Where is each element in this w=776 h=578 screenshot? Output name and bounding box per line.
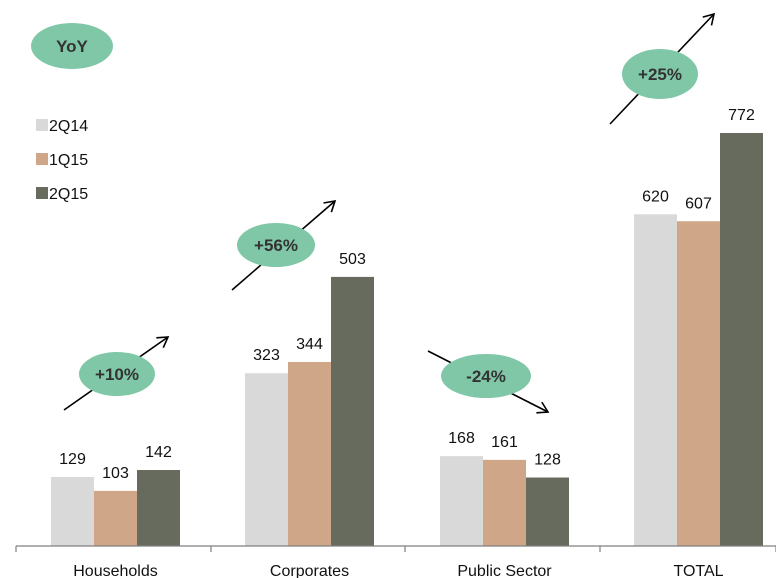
change-badge — [237, 223, 315, 267]
value-label: 142 — [145, 444, 172, 461]
change-badge-label: +56% — [254, 236, 298, 255]
bar-corporates-2q14 — [245, 373, 288, 546]
legend-swatch — [36, 153, 48, 165]
bars-layer — [51, 132, 763, 547]
change-badge-label: -24% — [466, 367, 506, 386]
legend: 2Q14 1Q15 2Q15 — [36, 118, 88, 203]
bar-corporates-1q15 — [288, 361, 331, 546]
bar-households-2q15 — [137, 470, 180, 546]
yoy-badge: YoY — [31, 23, 113, 69]
legend-label: 2Q15 — [49, 186, 88, 203]
change-badge — [79, 352, 155, 396]
bar-public-sector-2q14 — [440, 456, 483, 546]
legend-swatch — [36, 119, 48, 131]
value-label: 607 — [685, 195, 712, 212]
annotations-layer: +10% +56% -24% +25% — [63, 12, 716, 414]
bar-households-1q15 — [94, 490, 137, 546]
yoy-badge-label: YoY — [56, 37, 88, 56]
change-badge — [622, 49, 698, 99]
legend-swatch — [36, 187, 48, 199]
category-label: Corporates — [270, 563, 349, 578]
value-label: 129 — [59, 451, 86, 468]
category-label: Households — [73, 563, 158, 578]
value-label: 128 — [534, 452, 561, 469]
change-badge — [441, 354, 531, 398]
yoy-badge-shape — [31, 23, 113, 69]
bar-households-2q14 — [51, 476, 94, 546]
bar-total-1q15 — [677, 221, 720, 546]
value-labels-layer: 129 103 142 323 344 503 168 161 128 620 607 772 — [59, 107, 755, 482]
x-axis: Households Corporates Public Sector TOTAL — [15, 545, 776, 578]
value-label: 103 — [102, 465, 129, 482]
bar-public-sector-1q15 — [483, 459, 526, 546]
change-badge-label: +10% — [95, 365, 139, 384]
value-label: 503 — [339, 251, 366, 268]
change-badge-label: +25% — [638, 65, 682, 84]
category-label: Public Sector — [457, 563, 552, 578]
value-label: 772 — [728, 107, 755, 124]
bar-total-2q14 — [634, 214, 677, 547]
value-label: 168 — [448, 430, 475, 447]
legend-label: 1Q15 — [49, 152, 88, 169]
value-label: 620 — [642, 188, 669, 205]
value-label: 323 — [253, 347, 280, 364]
value-label: 161 — [491, 434, 518, 451]
legend-label: 2Q14 — [49, 118, 88, 135]
bar-total-2q15 — [720, 132, 763, 547]
bar-public-sector-2q15 — [526, 477, 569, 546]
bar-corporates-2q15 — [331, 276, 374, 546]
category-label: TOTAL — [673, 563, 723, 578]
value-label: 344 — [296, 336, 323, 353]
